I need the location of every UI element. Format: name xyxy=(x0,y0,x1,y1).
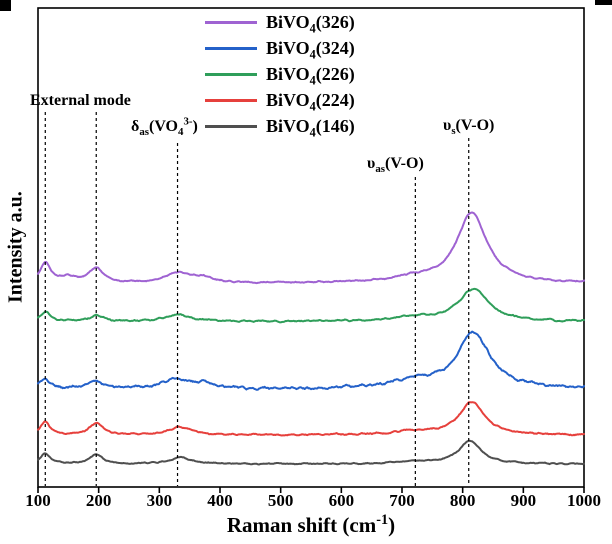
peak-annotation: υs(V-O) xyxy=(443,117,495,138)
legend-line-swatch xyxy=(205,124,257,128)
legend-item: BiVO4(324) xyxy=(205,35,355,61)
x-tick-label: 1000 xyxy=(567,491,601,510)
legend-line-swatch xyxy=(205,20,257,24)
x-tick-label: 700 xyxy=(389,491,415,510)
peak-annotation: δas(VO43-) xyxy=(131,115,198,139)
legend-item: BiVO4(326) xyxy=(205,9,355,35)
chart-legend: BiVO4(326) BiVO4(324) BiVO4(226) BiVO4(224)… xyxy=(205,9,355,139)
peak-annotation: υas(V-O) xyxy=(367,155,424,176)
series-curve-BiVO4(226) xyxy=(37,287,585,324)
legend-label: BiVO4(326) xyxy=(266,11,355,36)
series-curve-BiVO4(224) xyxy=(37,401,585,437)
x-tick-label: 300 xyxy=(146,491,173,510)
legend-item: BiVO4(224) xyxy=(205,87,355,113)
y-axis-title-text: Intensity a.u. xyxy=(4,191,27,304)
x-tick-label: 800 xyxy=(449,491,476,510)
corner-artifact-top-right xyxy=(595,0,612,5)
peak-annotation: External mode xyxy=(30,92,131,109)
legend-label: BiVO4(146) xyxy=(266,115,355,140)
legend-item: BiVO4(146) xyxy=(205,113,355,139)
plot-frame xyxy=(37,7,585,488)
legend-line-swatch xyxy=(205,98,257,102)
series-curve-BiVO4(326) xyxy=(37,211,585,285)
legend-item: BiVO4(226) xyxy=(205,61,355,87)
x-tick-label: 600 xyxy=(328,491,355,510)
legend-label: BiVO4(324) xyxy=(266,37,355,62)
x-axis-title: Raman shift (cm-1) xyxy=(226,512,396,537)
x-tick-label: 500 xyxy=(267,491,294,510)
y-axis-title: Intensity a.u. xyxy=(2,8,30,487)
legend-label: BiVO4(226) xyxy=(266,63,355,88)
x-tick-label: 200 xyxy=(85,491,112,510)
x-tick-label: 400 xyxy=(207,491,233,510)
x-tick-label: 100 xyxy=(25,491,51,510)
legend-label: BiVO4(224) xyxy=(266,89,355,114)
series-curve-BiVO4(324) xyxy=(37,330,585,391)
legend-line-swatch xyxy=(205,46,257,50)
legend-line-swatch xyxy=(205,72,257,76)
series-curve-BiVO4(146) xyxy=(37,439,585,466)
x-tick-label: 900 xyxy=(510,491,537,510)
corner-artifact-top-left xyxy=(0,0,11,11)
